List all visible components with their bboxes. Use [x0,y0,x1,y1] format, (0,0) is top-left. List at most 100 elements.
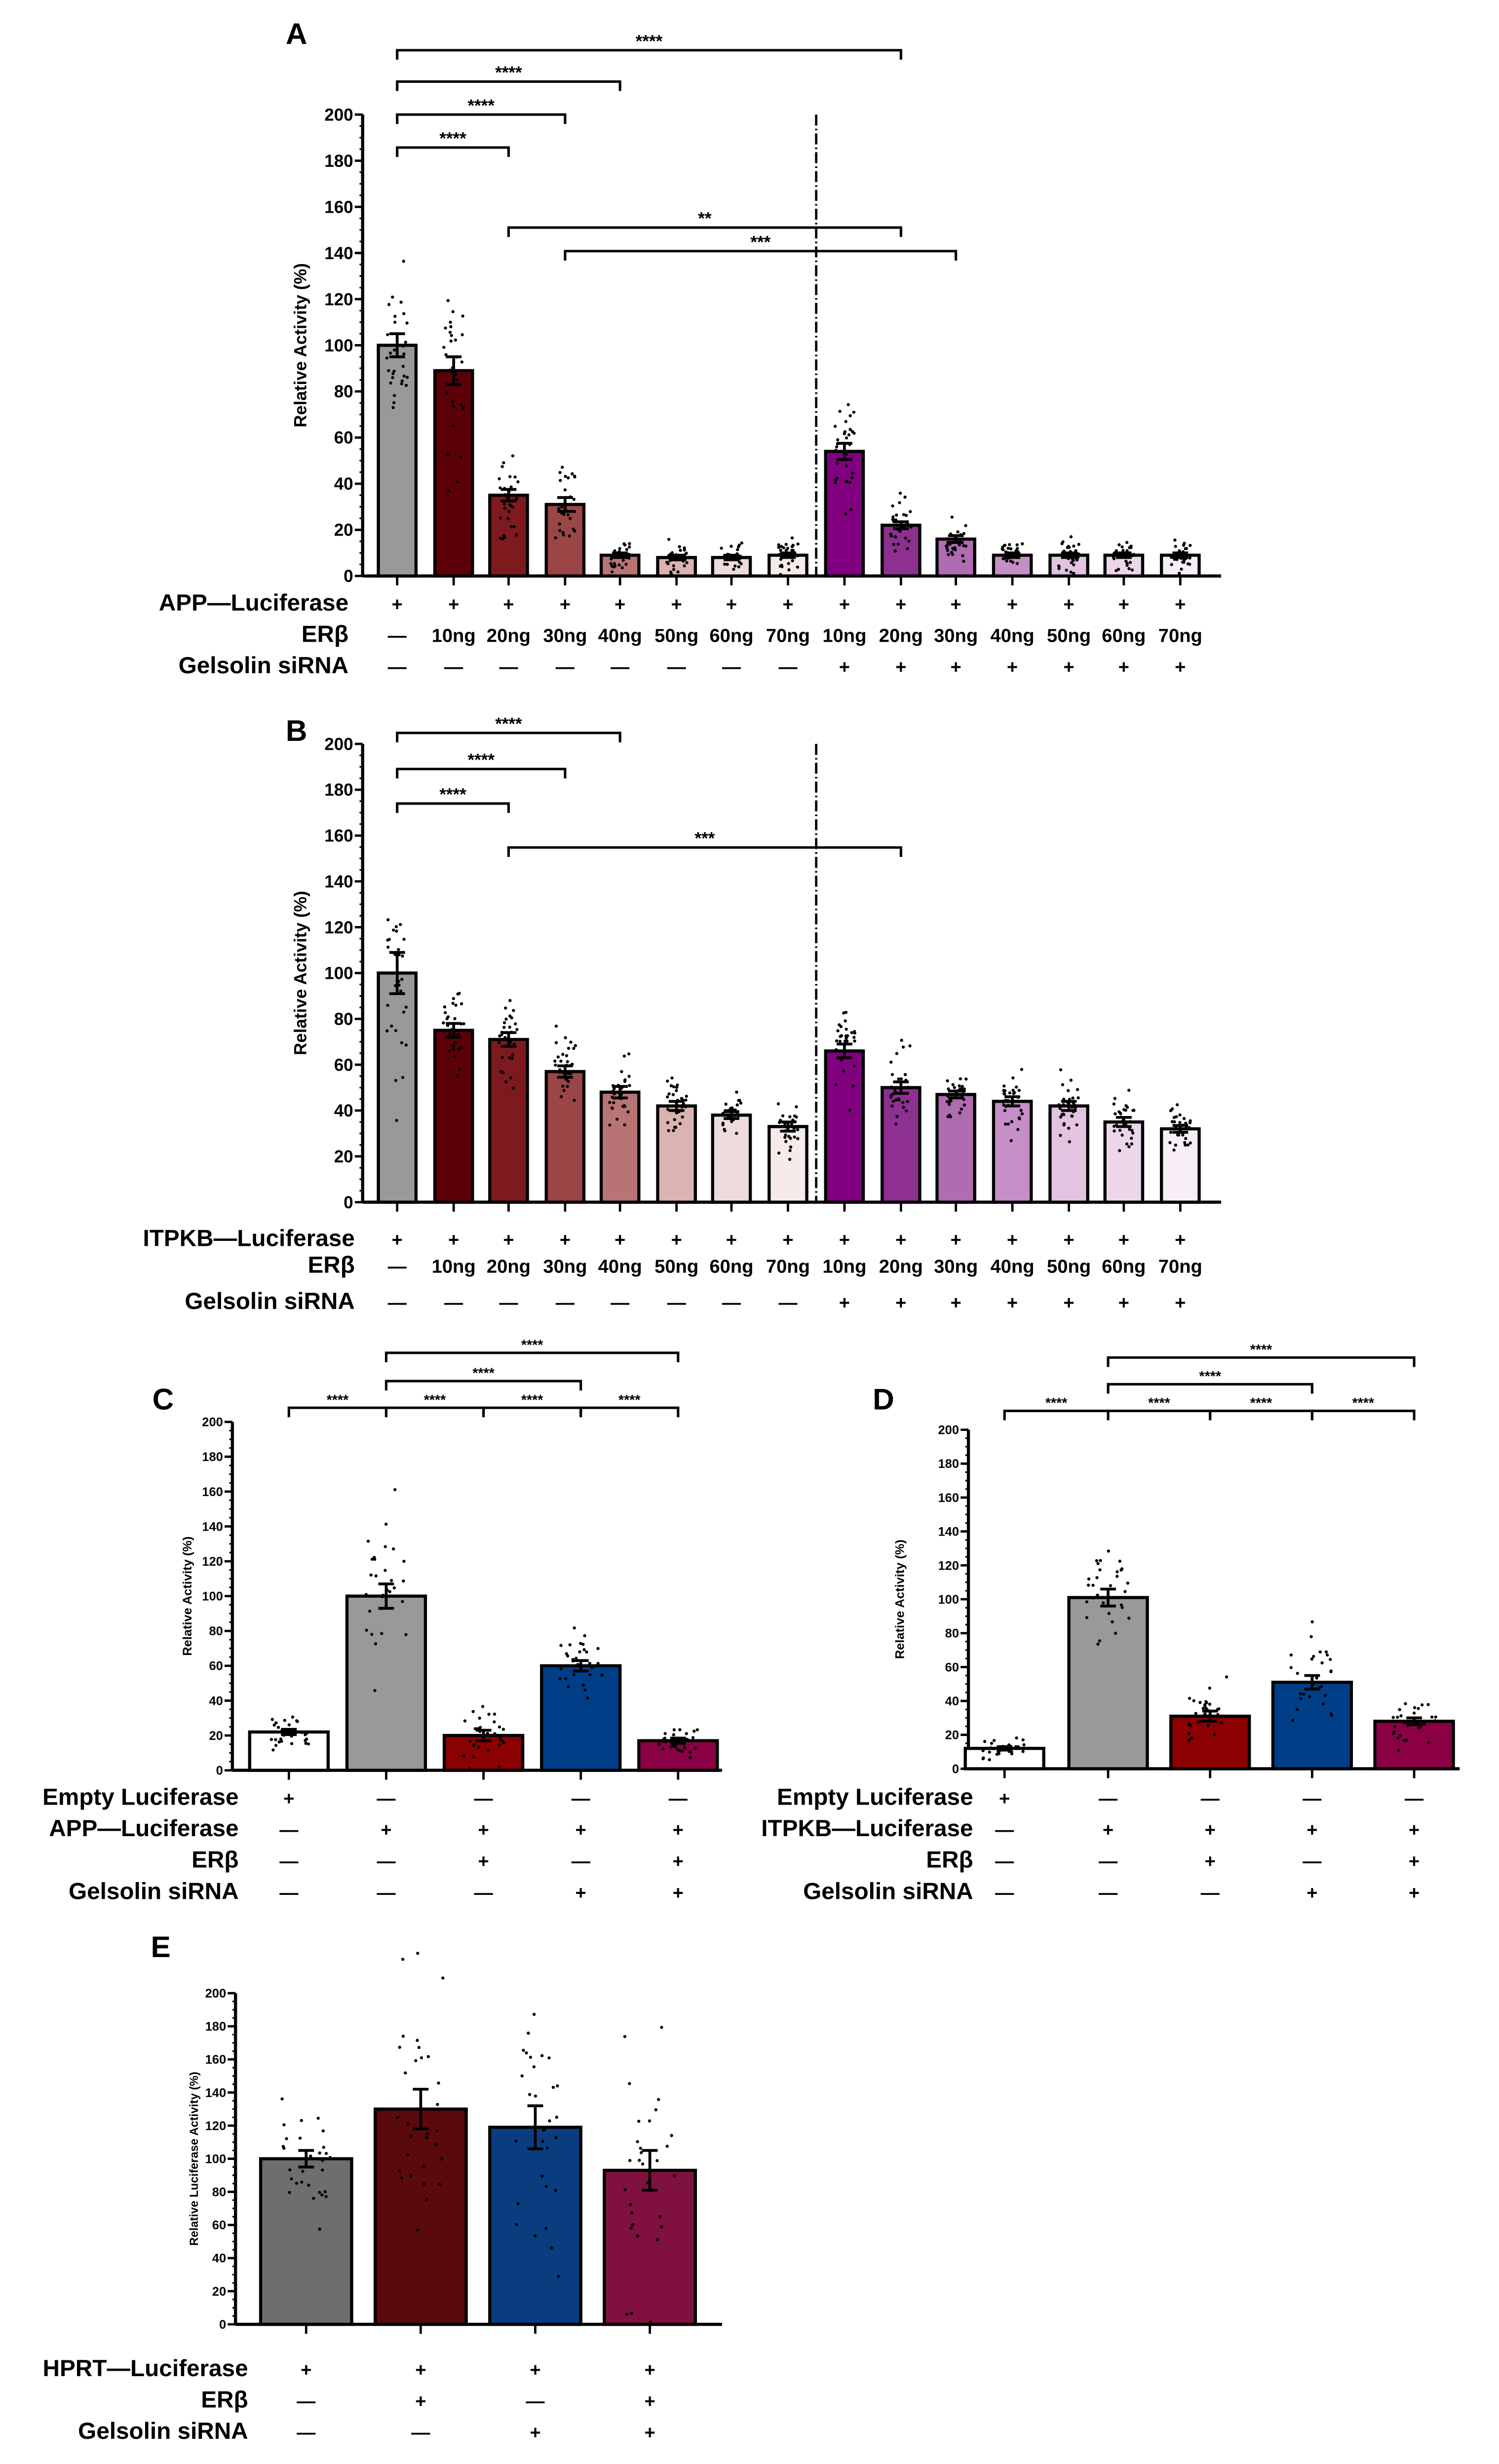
data-dot [892,542,895,546]
data-dot [446,299,450,303]
data-dot [898,501,901,504]
y-tick-label: 120 [324,290,353,309]
data-dot [452,997,455,1001]
row-value: + [448,594,459,615]
data-dot [452,405,456,408]
data-dot [950,515,954,519]
data-dot [384,1522,388,1526]
row-value: 30ng [934,1256,978,1277]
row-value: — [556,1292,575,1313]
row-value: — [1099,1882,1118,1903]
data-dot [290,1730,293,1733]
y-tick-label: 100 [938,1593,959,1607]
data-dot [550,2246,553,2250]
data-dot [416,2039,419,2042]
data-dot [1059,1115,1063,1119]
data-dot [572,1046,576,1050]
data-dot [557,2274,560,2278]
data-dot [402,260,405,263]
data-dot [1220,1721,1223,1725]
data-dot [1309,1635,1313,1638]
data-dot [1397,1749,1400,1752]
data-dot [1020,1068,1024,1071]
data-dot [945,537,949,540]
row-value: 10ng [822,625,866,646]
bar [248,1730,330,1772]
panel-letter: D [873,1382,894,1416]
row-value: + [999,1788,1010,1810]
data-dot [368,1610,372,1613]
bar [259,2157,353,2326]
data-dot [1072,563,1076,567]
data-dot [540,2174,544,2178]
data-dot [852,1064,856,1068]
data-dot [1127,1617,1131,1620]
data-dot [613,562,616,565]
y-tick-label: 100 [324,336,353,355]
data-dot [903,1073,907,1077]
row-value: — [377,1882,396,1903]
data-dot [654,2108,658,2112]
y-tick-label: 60 [334,428,353,448]
data-dot [304,1733,307,1736]
significance-label: *** [750,232,770,252]
data-dot [1115,1575,1119,1578]
data-dot [508,1014,512,1018]
data-dot [846,1034,849,1038]
significance-bracket [384,1406,485,1418]
significance-label: **** [1148,1395,1170,1411]
data-dot [309,2155,312,2158]
data-dot [845,1027,848,1031]
data-dot [393,314,397,318]
bar [603,2168,697,2326]
row-value: + [782,594,793,615]
data-dot [573,1626,576,1630]
data-dot [844,1010,848,1014]
data-dot [452,1047,456,1051]
data-dot [850,430,854,433]
y-tick-label: 180 [324,152,353,171]
data-dot [487,1712,491,1716]
data-dot [673,2174,676,2178]
data-dot [370,1557,374,1561]
data-dot [1115,569,1118,573]
data-dot [1004,1099,1007,1102]
data-dot [300,1731,304,1734]
y-tick-label: 40 [212,2252,226,2266]
row-value: + [1118,656,1129,678]
significance-bracket [396,146,510,157]
data-dot [312,2196,315,2200]
bar [880,1086,922,1204]
data-dot [850,471,854,475]
data-dot [493,1720,496,1724]
data-dot [405,321,409,325]
data-dot [835,445,839,449]
data-dot [478,1726,482,1729]
data-dot [1308,1695,1311,1698]
data-dot [558,471,562,474]
data-dot [443,1011,447,1014]
data-dot [401,1600,404,1603]
data-dot [842,1069,846,1073]
bar [656,1104,697,1204]
data-dot [672,1744,676,1748]
row-value: + [415,2359,426,2381]
data-dot [420,2056,423,2060]
data-dot [406,2153,410,2156]
data-dot [388,351,392,355]
data-dot [369,1573,373,1577]
data-dot [437,2081,440,2085]
data-dot [620,566,624,570]
row-value: + [1205,1851,1216,1872]
significance-label: **** [1045,1395,1068,1411]
data-dot [564,1036,567,1040]
data-dot [1413,1706,1417,1709]
significance-label: **** [1352,1395,1374,1411]
data-dot [1187,1738,1191,1742]
data-dot [695,1728,699,1732]
data-dot [1021,1750,1025,1753]
data-dot [1317,1680,1321,1684]
data-dot [569,517,572,520]
data-dot [836,1029,840,1033]
y-tick-label: 120 [205,2119,226,2133]
